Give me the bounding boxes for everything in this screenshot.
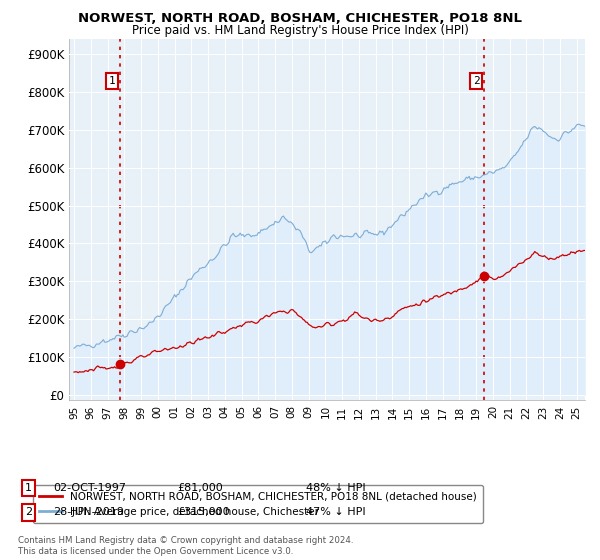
Legend: NORWEST, NORTH ROAD, BOSHAM, CHICHESTER, PO18 8NL (detached house), HPI: Average: NORWEST, NORTH ROAD, BOSHAM, CHICHESTER,… (33, 485, 484, 523)
Text: 28-JUN-2019: 28-JUN-2019 (53, 507, 124, 517)
Text: 02-OCT-1997: 02-OCT-1997 (53, 483, 126, 493)
Text: 48% ↓ HPI: 48% ↓ HPI (306, 483, 365, 493)
Text: 1: 1 (109, 76, 115, 86)
Text: 1: 1 (25, 483, 32, 493)
Text: Contains HM Land Registry data © Crown copyright and database right 2024.
This d: Contains HM Land Registry data © Crown c… (18, 536, 353, 556)
Text: NORWEST, NORTH ROAD, BOSHAM, CHICHESTER, PO18 8NL: NORWEST, NORTH ROAD, BOSHAM, CHICHESTER,… (78, 12, 522, 25)
Text: 2: 2 (25, 507, 32, 517)
Text: 2: 2 (473, 76, 479, 86)
Text: £315,000: £315,000 (177, 507, 230, 517)
Text: 47% ↓ HPI: 47% ↓ HPI (306, 507, 365, 517)
Text: Price paid vs. HM Land Registry's House Price Index (HPI): Price paid vs. HM Land Registry's House … (131, 24, 469, 36)
Text: £81,000: £81,000 (177, 483, 223, 493)
